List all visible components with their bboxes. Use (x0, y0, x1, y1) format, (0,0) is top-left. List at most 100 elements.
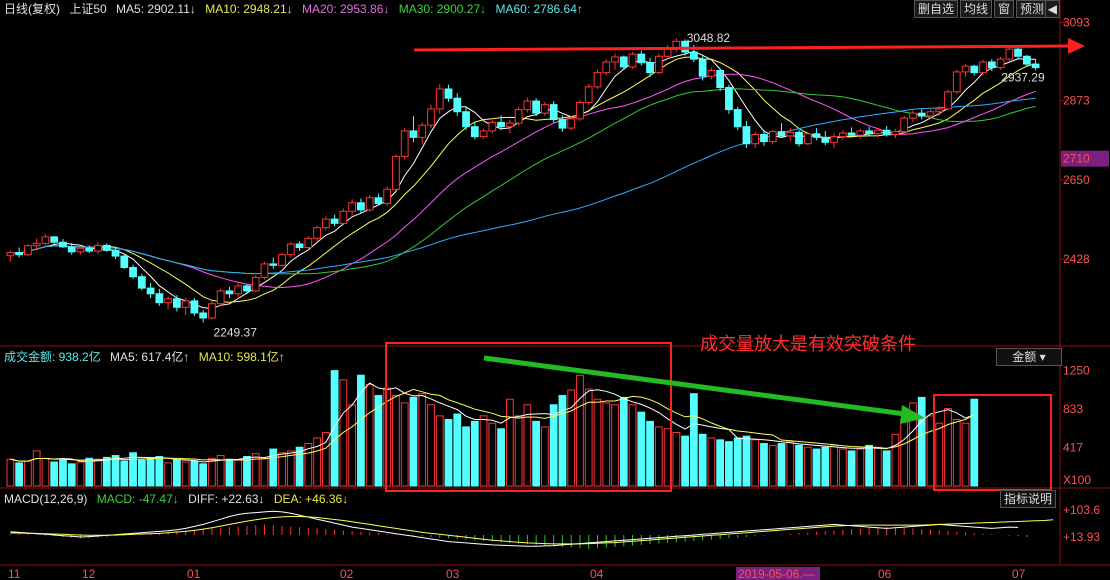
candle (67, 246, 76, 253)
volume-bar (733, 437, 742, 487)
volume-bar (225, 458, 234, 487)
symbol-name: 上证50 (69, 2, 107, 16)
volume-bar (628, 404, 637, 487)
candle (85, 247, 94, 252)
price-highlight (1061, 150, 1109, 167)
candle (286, 243, 295, 256)
breakout-annotation: 成交量放大是有效突破条件 (700, 334, 916, 355)
volume-bar (803, 446, 812, 487)
volume-axis-unit: X100 (1063, 473, 1091, 487)
x-axis-label: 03 (446, 567, 460, 580)
volume-bar (67, 463, 76, 487)
volume-bar (357, 374, 365, 487)
candle (742, 126, 751, 145)
candle (94, 244, 102, 252)
candle (698, 58, 707, 77)
volume-bar (725, 441, 733, 487)
volume-bar (576, 374, 584, 487)
volume-bar (865, 444, 874, 487)
volume-bar (944, 407, 952, 487)
volume-bar (970, 398, 979, 487)
volume-bar (751, 439, 760, 487)
candle (961, 65, 970, 73)
candle (996, 58, 1005, 69)
volume-bar (137, 459, 146, 487)
volume-bar (234, 459, 243, 487)
ma5-value: MA5: 2902.11↓ (116, 2, 196, 16)
candle (374, 197, 383, 204)
candle (882, 129, 891, 135)
vol-ma10-value: MA10: 598.1亿↑ (198, 350, 285, 364)
candle (891, 131, 900, 135)
candle (120, 255, 129, 268)
window-button[interactable]: 窗 (993, 0, 1014, 18)
candle (514, 109, 523, 124)
ma-button[interactable]: 均线 (959, 0, 992, 18)
candle (944, 91, 952, 110)
candle (532, 100, 541, 114)
volume-bar (497, 428, 505, 487)
volume-bar (181, 461, 190, 487)
candle (251, 276, 260, 292)
candle (50, 236, 59, 243)
candle (321, 218, 330, 229)
candle (541, 104, 549, 114)
candle (497, 121, 505, 128)
candle (243, 285, 251, 292)
x-axis-label: 11 (8, 567, 21, 580)
x-axis-label: 07 (1012, 567, 1026, 580)
volume-bar (891, 433, 900, 487)
volume-bar (917, 396, 926, 487)
volume-bar (584, 388, 593, 487)
x-axis-label: 2019-05-06.— (738, 567, 815, 580)
candle (593, 72, 602, 88)
indicator-explain-button[interactable]: 指标说明 (1000, 490, 1057, 508)
volume-bar (216, 455, 225, 487)
candle (102, 244, 111, 251)
candle (865, 130, 874, 135)
volume-bar (383, 387, 392, 487)
ma5-line (10, 50, 1036, 310)
volume-bar (418, 393, 427, 487)
price-axis-label: 2873 (1063, 94, 1090, 108)
volume-bar (882, 450, 891, 487)
back-arrow-icon[interactable]: ◀ (1044, 0, 1060, 18)
candle (129, 266, 137, 278)
candle (707, 69, 716, 77)
forecast-button[interactable]: 预测 (1015, 0, 1048, 18)
vol-ma5-value: MA5: 617.4亿↑ (110, 350, 190, 364)
candle (137, 276, 146, 289)
ma10-value: MA10: 2948.21↓ (205, 2, 293, 16)
volume-bar (24, 460, 32, 487)
indicator-dropdown[interactable]: 金额 ▾ (996, 348, 1062, 366)
volume-bar (874, 446, 882, 487)
volume-bar (838, 448, 847, 487)
price-axis-label: 2428 (1063, 252, 1090, 266)
volume-bar (50, 461, 59, 487)
candle (768, 131, 777, 143)
candle (164, 298, 172, 304)
volume-bar (760, 443, 768, 487)
candle (926, 111, 935, 117)
volume-bar (15, 462, 24, 487)
candle (637, 53, 646, 64)
candle (646, 62, 654, 74)
candle (409, 130, 418, 138)
candle (821, 136, 830, 143)
volume-bar (567, 389, 576, 487)
candle (146, 287, 155, 295)
volume-bar (462, 426, 470, 487)
volume-bar (716, 439, 725, 487)
candle (847, 132, 856, 136)
candle (76, 247, 85, 253)
volume-highlight-box (385, 342, 672, 492)
candle (970, 65, 979, 74)
candle (567, 118, 576, 129)
candle (172, 298, 181, 308)
ma60-line (10, 97, 1036, 275)
volume-bar (365, 383, 374, 487)
remove-watchlist-button[interactable]: 删自选 (913, 0, 958, 18)
candle (584, 86, 593, 103)
volume-bar (120, 460, 129, 487)
